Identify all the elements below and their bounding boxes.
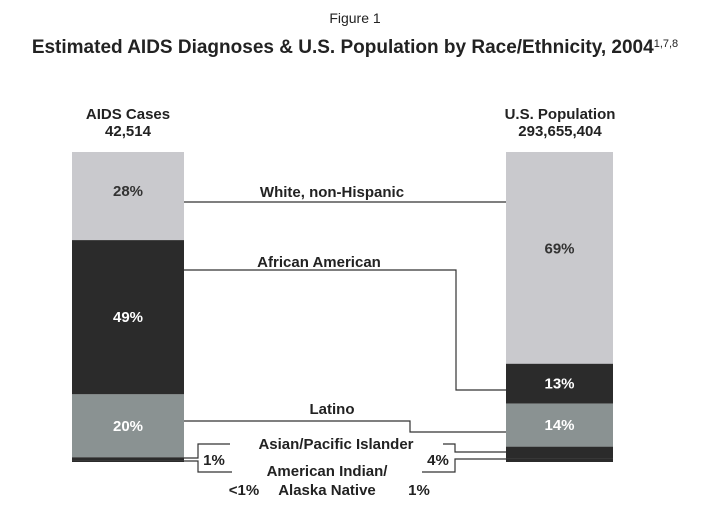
bar-segment-population-2 [506,403,613,447]
connector-african-american [184,269,506,391]
bar-segment-population-0 [506,152,613,364]
value-left-asian: 1% [203,452,225,469]
connector-latino [184,420,506,433]
value-left-aian: <1% [229,482,259,499]
data-label-population-1: 13% [544,376,574,393]
figure-number: Figure 1 [329,10,381,26]
data-label-population-2: 14% [544,417,574,434]
chart-title: Estimated AIDS Diagnoses & U.S. Populati… [0,32,710,60]
connector-aian-left [184,460,232,473]
right-bar-total: 293,655,404 [518,123,602,140]
left-bar-name: AIDS Cases [85,106,171,123]
label-african-american: African American [257,254,381,271]
label-latino: Latino [310,401,355,418]
label-asian: Asian/Pacific Islander [258,436,413,453]
connector-asian-right [443,443,506,453]
bar-segment-population-4 [506,458,613,462]
right-bar-name: U.S. Population [504,106,616,123]
label-aian-line1: American Indian/ [267,463,389,480]
label-white: White, non-Hispanic [260,184,404,201]
data-label-aids-0: 28% [113,183,143,200]
value-right-asian: 4% [427,452,449,469]
bar-segment-aids-4 [72,460,184,462]
bar-segment-aids-2 [72,394,184,458]
right-bar-header: U.S. Population 293,655,404 [480,106,640,140]
label-aian-line2: Alaska Native [278,482,376,499]
left-bar-total: 42,514 [105,123,151,140]
value-right-aian: 1% [408,482,430,499]
connectors [184,201,506,473]
bar-segment-population-1 [506,363,613,404]
data-label-population-0: 69% [544,241,574,258]
connector-aian-right [422,458,506,473]
title-footnotes: 1,7,8 [653,38,679,50]
bar-segment-aids-0 [72,152,184,241]
bar-segment-aids-1 [72,240,184,395]
bar-segment-aids-3 [72,457,184,461]
connector-asian-left [184,443,230,459]
title-text: Estimated AIDS Diagnoses & U.S. Populati… [31,37,654,58]
bar-segment-population-3 [506,446,613,459]
data-label-aids-1: 49% [113,309,143,326]
left-bar-header: AIDS Cases 42,514 [58,106,198,140]
data-label-aids-2: 20% [113,418,143,435]
